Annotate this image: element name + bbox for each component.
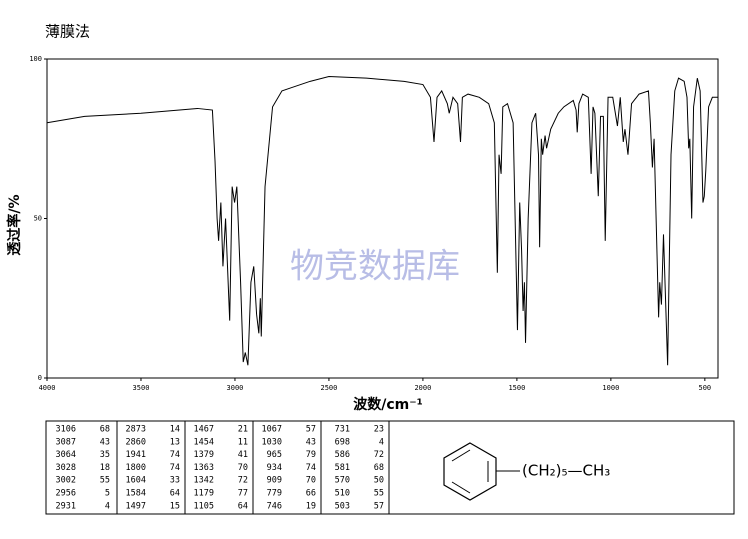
peak-transmittance: 35 (100, 450, 110, 460)
chart-title: 薄膜法 (45, 23, 90, 41)
table-frame (45, 420, 735, 515)
peak-wavenumber: 934 (267, 463, 282, 473)
peak-transmittance: 74 (306, 463, 316, 473)
x-tick-label: 3500 (133, 384, 150, 392)
spectrum-line (46, 76, 718, 366)
peak-transmittance: 68 (374, 463, 384, 473)
peak-transmittance: 33 (170, 476, 180, 486)
x-tick-label: 500 (699, 384, 712, 392)
peak-transmittance: 11 (238, 437, 248, 447)
plot-frame (46, 58, 719, 379)
peak-wavenumber: 2931 (56, 501, 76, 511)
peak-wavenumber: 510 (335, 489, 350, 499)
benzene-ring (443, 442, 497, 501)
peak-wavenumber: 3087 (56, 437, 76, 447)
peak-wavenumber: 581 (335, 463, 350, 473)
peak-transmittance: 77 (238, 489, 248, 499)
peak-wavenumber: 503 (335, 501, 350, 511)
peak-transmittance: 70 (238, 463, 248, 473)
peak-transmittance: 14 (170, 425, 180, 435)
y-tick-label: 0 (38, 374, 42, 382)
structure-chain: (CH₂)₅—CH₃ (522, 462, 610, 480)
peak-transmittance: 4 (379, 437, 384, 447)
peak-wavenumber: 586 (335, 450, 350, 460)
peak-transmittance: 66 (306, 489, 316, 499)
watermark: 物竞数据库 (290, 247, 460, 287)
peak-transmittance: 55 (100, 476, 110, 486)
peak-wavenumber: 3002 (56, 476, 76, 486)
peak-wavenumber: 3028 (56, 463, 76, 473)
x-tick-label: 2000 (414, 384, 431, 392)
x-tick-label: 4000 (39, 384, 56, 392)
peak-wavenumber: 3106 (56, 425, 76, 435)
x-tick-label: 3000 (227, 384, 244, 392)
peak-wavenumber: 1800 (126, 463, 146, 473)
peak-wavenumber: 1067 (262, 425, 282, 435)
peak-wavenumber: 909 (267, 476, 282, 486)
peak-transmittance: 5 (105, 489, 110, 499)
peak-wavenumber: 698 (335, 437, 350, 447)
peak-transmittance: 57 (374, 501, 384, 511)
peak-transmittance: 74 (170, 463, 180, 473)
peak-wavenumber: 1179 (194, 489, 214, 499)
structure: (CH₂)₅—CH₃ (443, 442, 610, 501)
peak-transmittance: 13 (170, 437, 180, 447)
peak-wavenumber: 1604 (126, 476, 146, 486)
peak-transmittance: 74 (170, 450, 180, 460)
peak-wavenumber: 1030 (262, 437, 282, 447)
peak-transmittance: 64 (170, 489, 180, 499)
peak-transmittance: 68 (100, 425, 110, 435)
y-tick-label: 100 (29, 55, 42, 63)
double-bond (451, 481, 471, 494)
x-tick-label: 1500 (508, 384, 525, 392)
peak-wavenumber: 1584 (126, 489, 146, 499)
peak-transmittance: 79 (306, 450, 316, 460)
peak-transmittance: 41 (238, 450, 248, 460)
peak-transmittance: 43 (100, 437, 110, 447)
peak-wavenumber: 2956 (56, 489, 76, 499)
peak-wavenumber: 3064 (56, 450, 76, 460)
peak-transmittance: 23 (374, 425, 384, 435)
peak-transmittance: 72 (374, 450, 384, 460)
peak-transmittance: 18 (100, 463, 110, 473)
peak-transmittance: 50 (374, 476, 384, 486)
peak-wavenumber: 1454 (194, 437, 214, 447)
x-tick-label: 2500 (321, 384, 338, 392)
peak-wavenumber: 779 (267, 489, 282, 499)
peak-transmittance: 57 (306, 425, 316, 435)
peak-transmittance: 21 (238, 425, 248, 435)
peak-wavenumber: 1363 (194, 463, 214, 473)
peak-wavenumber: 2860 (126, 437, 146, 447)
peak-wavenumber: 1497 (126, 501, 146, 511)
peak-transmittance: 64 (238, 501, 248, 511)
peak-wavenumber: 1467 (194, 425, 214, 435)
peak-transmittance: 4 (105, 501, 110, 511)
peak-transmittance: 19 (306, 501, 316, 511)
peak-wavenumber: 570 (335, 476, 350, 486)
peak-wavenumber: 965 (267, 450, 282, 460)
peak-wavenumber: 731 (335, 425, 350, 435)
peak-transmittance: 72 (238, 476, 248, 486)
peak-transmittance: 15 (170, 501, 180, 511)
peak-transmittance: 55 (374, 489, 384, 499)
peak-wavenumber: 1941 (126, 450, 146, 460)
x-tick-label: 1000 (602, 384, 619, 392)
peak-transmittance: 70 (306, 476, 316, 486)
double-bond (451, 449, 471, 462)
y-tick-label: 50 (34, 215, 42, 223)
peak-wavenumber: 746 (267, 501, 282, 511)
x-axis-label: 波数/cm⁻¹ (353, 396, 423, 413)
peak-wavenumber: 1342 (194, 476, 214, 486)
peak-transmittance: 43 (306, 437, 316, 447)
y-axis-label: 透过率/% (6, 194, 23, 255)
peak-wavenumber: 1105 (194, 501, 214, 511)
peak-wavenumber: 1379 (194, 450, 214, 460)
peak-wavenumber: 2873 (126, 425, 146, 435)
